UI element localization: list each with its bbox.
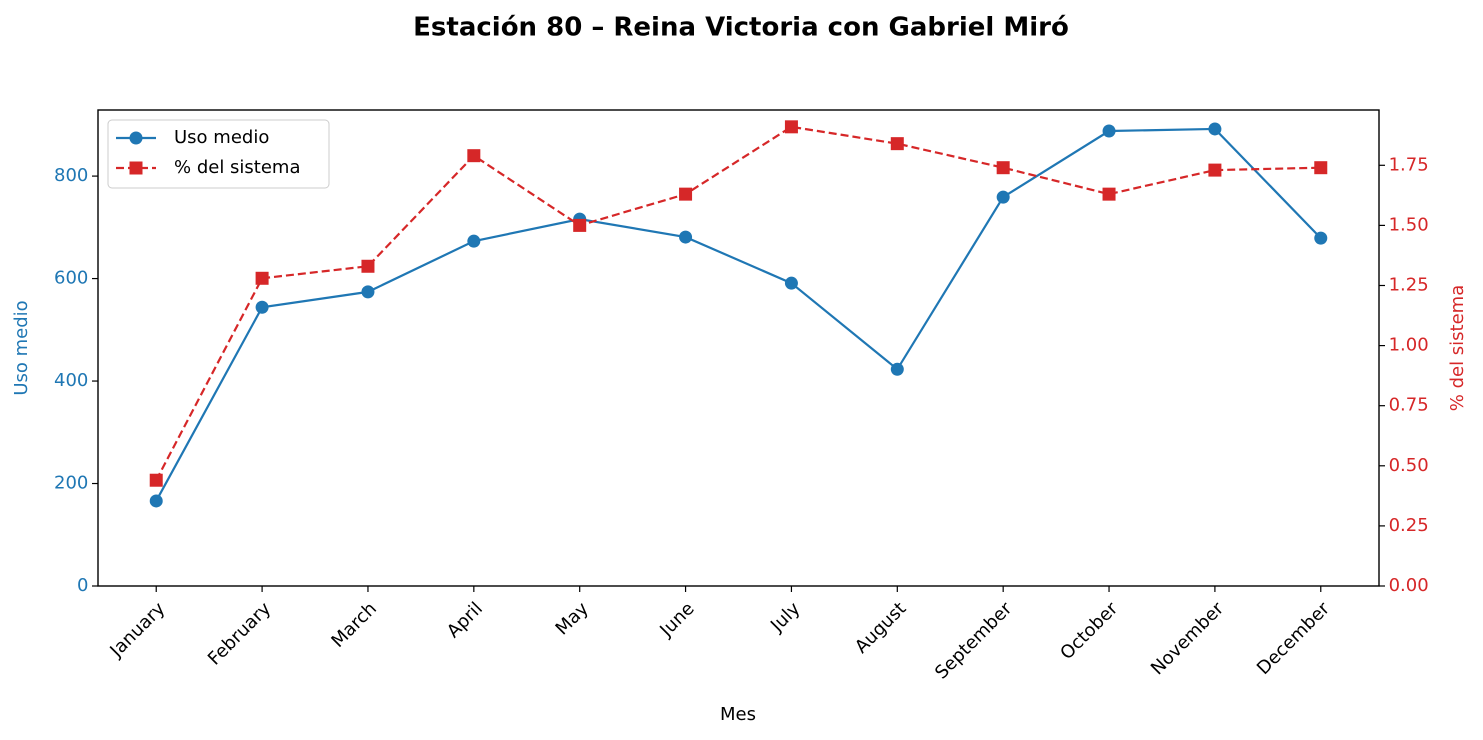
y-tick-label: 1.75: [1389, 154, 1429, 175]
x-tick-label: April: [443, 598, 487, 642]
plot-frame: [97, 109, 1380, 587]
marker: [361, 285, 375, 299]
y-tick-label: 800: [54, 165, 88, 186]
marker: [149, 494, 163, 508]
y-tick-label: 600: [54, 268, 88, 289]
x-tick-label: November: [1147, 598, 1228, 679]
marker: [679, 230, 693, 244]
y-tick-label: 0.00: [1389, 575, 1429, 596]
y-axis-label: Uso medio: [11, 300, 32, 395]
series-line: [155, 125, 1321, 481]
y-tick-label: 0.50: [1389, 455, 1429, 476]
marker: [1208, 122, 1222, 136]
marker: [467, 234, 481, 248]
x-tick-label: September: [931, 598, 1017, 684]
x-tick-label: October: [1056, 598, 1122, 664]
x-tick-label: December: [1253, 598, 1334, 679]
marker: [679, 187, 693, 201]
x-tick-label: June: [655, 598, 698, 641]
x-tick-label: February: [204, 598, 275, 669]
y2-axis-label: % del sistema: [1447, 285, 1468, 412]
legend-box: [107, 119, 330, 189]
y-tick-label: 1.50: [1389, 214, 1429, 235]
marker: [149, 473, 163, 487]
legend-marker: [129, 161, 143, 175]
x-tick-label: January: [105, 598, 169, 662]
y-tick-label: 1.00: [1389, 335, 1429, 356]
marker: [255, 300, 269, 314]
marker: [890, 362, 904, 376]
x-tick-label: March: [327, 598, 381, 652]
marker: [996, 190, 1010, 204]
marker: [1102, 187, 1116, 201]
marker: [784, 276, 798, 290]
y-tick-label: 0.75: [1389, 395, 1429, 416]
legend-label: % del sistema: [174, 157, 301, 178]
marker: [361, 259, 375, 273]
marker: [1208, 163, 1222, 177]
y-tick-label: 0: [77, 575, 88, 596]
series-line: [155, 127, 1322, 502]
y-tick-label: 0.25: [1389, 515, 1429, 536]
y-tick-label: 400: [54, 370, 88, 391]
x-tick-label: May: [552, 598, 593, 639]
marker: [467, 149, 481, 163]
marker: [573, 218, 587, 232]
y-tick-label: 1.25: [1389, 274, 1429, 295]
legend-marker: [129, 131, 143, 145]
marker: [784, 120, 798, 134]
marker: [1314, 161, 1328, 175]
marker: [890, 137, 904, 151]
x-axis-label: Mes: [720, 704, 756, 725]
marker: [1102, 124, 1116, 138]
marker: [1314, 231, 1328, 245]
marker: [996, 161, 1010, 175]
marker: [255, 271, 269, 285]
y-tick-label: 200: [54, 473, 88, 494]
legend-label: Uso medio: [174, 127, 269, 148]
chart-title: Estación 80 – Reina Victoria con Gabriel…: [413, 13, 1069, 43]
x-tick-label: July: [766, 598, 805, 637]
x-tick-label: August: [851, 598, 910, 657]
